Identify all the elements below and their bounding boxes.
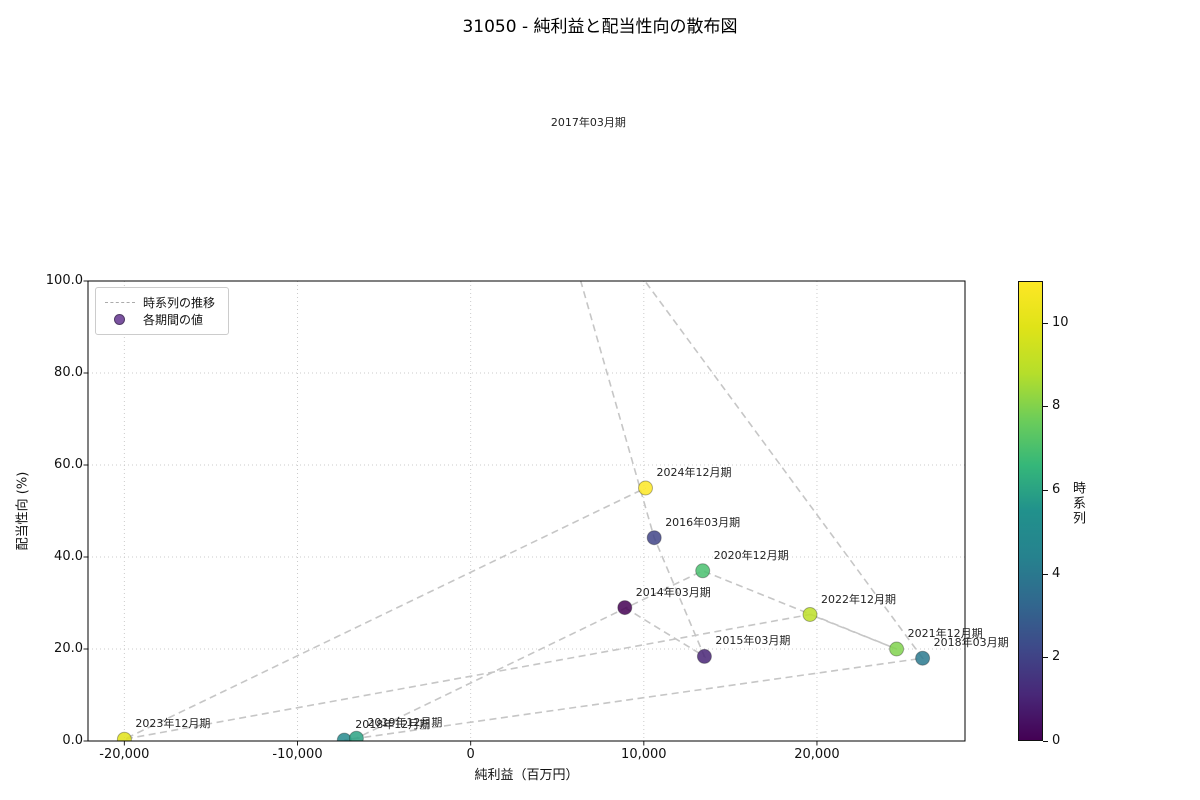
data-point	[116, 731, 132, 741]
y-axis-label: 配当性向 (%)	[15, 471, 31, 551]
x-tick-label: 0	[466, 747, 475, 762]
y-tick-label: 80.0	[54, 365, 83, 380]
data-point	[533, 131, 547, 145]
colorbar-tick-label: 2	[1052, 649, 1061, 665]
colorbar-label: 時系列	[1070, 481, 1085, 526]
series-line	[124, 281, 925, 741]
y-tick-label: 40.0	[54, 549, 83, 564]
data-point-label: 2023年12月期	[135, 717, 211, 731]
dot-icon	[114, 314, 125, 325]
legend-label: 時系列の推移	[143, 296, 216, 310]
data-point	[802, 607, 818, 622]
data-point-label: 2021年12月期	[907, 627, 983, 640]
colorbar-tick-label: 0	[1052, 733, 1061, 748]
colorbar-tick-label: 8	[1052, 398, 1061, 414]
data-point	[696, 648, 712, 664]
y-tick-label: 20.0	[54, 641, 83, 656]
colorbar-tick	[1043, 741, 1048, 742]
colorbar-tick-label: 6	[1052, 482, 1061, 498]
colorbar-tick	[1043, 573, 1048, 575]
data-point	[617, 600, 633, 616]
data-point-label: 2016年03月期	[665, 515, 741, 529]
data-point-label: 2014年03月期	[635, 585, 711, 599]
data-point	[348, 730, 364, 741]
colorbar-tick	[1043, 406, 1048, 408]
data-point	[695, 563, 711, 579]
data-point-label: 2017年03月期	[550, 116, 626, 130]
x-tick-label: 20,000	[794, 747, 840, 762]
x-axis-label: 純利益（百万円）	[474, 768, 579, 783]
data-point-label: 2024年12月期	[656, 466, 732, 479]
x-tick-label: -20,000	[99, 747, 150, 762]
colorbar-tick-label: 10	[1052, 314, 1069, 330]
data-point	[889, 641, 905, 657]
data-point	[915, 650, 931, 666]
legend: 時系列の推移 各期間の値	[95, 287, 229, 335]
x-tick-label: -10,000	[272, 747, 323, 762]
colorbar-gradient	[1019, 282, 1042, 740]
colorbar-tick	[1043, 322, 1048, 324]
y-tick-label: 100.0	[45, 273, 83, 288]
data-point-label: 2022年12月期	[821, 592, 897, 606]
colorbar-tick	[1043, 657, 1048, 659]
colorbar-tick	[1043, 490, 1048, 492]
colorbar	[1018, 281, 1043, 741]
dashed-line-icon	[105, 302, 135, 303]
legend-item-series: 時系列の推移	[105, 294, 219, 311]
data-point-label: 2015年03月期	[715, 634, 791, 648]
legend-item-points: 各期間の値	[105, 311, 219, 328]
chart-title: 31050 - 純利益と配当性向の散布図	[462, 17, 738, 37]
data-point	[646, 530, 662, 546]
data-point-label: 2018年12月期	[355, 718, 431, 732]
data-point-label: 2020年12月期	[713, 548, 789, 562]
data-point	[638, 480, 653, 496]
data-point-label: 2019年12月期	[367, 716, 443, 730]
data-point-label: 2018年03月期	[933, 636, 1009, 650]
x-tick-label: 10,000	[621, 747, 667, 762]
legend-label: 各期間の値	[143, 313, 204, 327]
y-tick-label: 0.0	[62, 733, 83, 748]
colorbar-tick-label: 4	[1052, 565, 1061, 581]
plot-border	[87, 280, 966, 742]
y-tick-label: 60.0	[54, 457, 83, 472]
